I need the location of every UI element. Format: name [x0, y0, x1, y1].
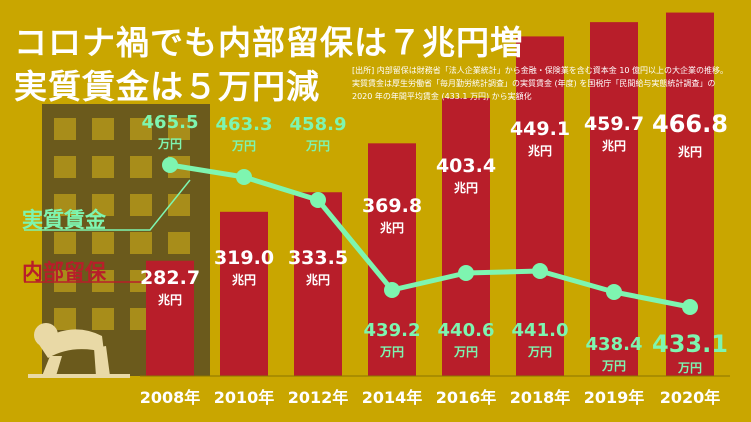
bar-unit-label: 兆円 — [158, 292, 182, 307]
building-window — [54, 194, 76, 216]
wage-point-2012年 — [310, 192, 326, 208]
data-labels: 282.7 兆円 319.0 兆円 333.5 兆円 369.8 兆円 403.4 兆円 449.1… — [140, 110, 728, 375]
building-window — [130, 232, 152, 254]
bar-unit-label: 兆円 — [528, 143, 552, 158]
title-line-1: コロナ禍でも内部留保は７兆円増 — [14, 23, 524, 62]
wage-value-label: 440.6 — [438, 320, 495, 341]
building-window — [92, 118, 114, 140]
wage-point-2020年 — [682, 299, 698, 315]
wage-unit-label: 万円 — [231, 139, 256, 153]
bar-value-label: 466.8 — [652, 110, 728, 138]
wage-value-label: 438.4 — [586, 334, 643, 355]
building-window — [168, 118, 190, 140]
building-window — [92, 156, 114, 178]
building-window — [130, 194, 152, 216]
building-window — [92, 194, 114, 216]
x-tick-label: 2018年 — [510, 388, 571, 407]
line-series-real-wage — [24, 157, 698, 315]
wage-value-label: 463.3 — [216, 114, 273, 135]
wage-point-2008年 — [162, 157, 178, 173]
building-window — [92, 232, 114, 254]
wage-point-2010年 — [236, 169, 252, 185]
x-axis: 2008年 2010年 2012年 2014年 2016年 2018年 2019年 2020年 — [140, 375, 730, 407]
x-tick-label: 2016年 — [436, 388, 497, 407]
building-window — [92, 270, 114, 292]
bar-2016年 — [442, 98, 490, 377]
building-window — [168, 194, 190, 216]
figure-limbs — [42, 346, 110, 376]
bar-2020年 — [666, 12, 714, 376]
bar-unit-label: 兆円 — [678, 144, 702, 159]
building-window — [54, 156, 76, 178]
wage-unit-label: 万円 — [157, 137, 182, 151]
wage-unit-label: 万円 — [379, 345, 404, 359]
source-note: [出所] 内部留保は財務省「法人企業統計」から金融・保険業を含む資本金 10 億… — [352, 66, 729, 101]
bar-unit-label: 兆円 — [232, 272, 256, 287]
title-line-2: 実質賃金は５万円減 — [14, 67, 320, 106]
x-tick-label: 2019年 — [584, 388, 645, 407]
bar-value-label: 459.7 — [584, 113, 644, 135]
bar-series-internal-reserves — [146, 12, 714, 377]
bar-value-label: 449.1 — [510, 118, 570, 140]
bar-value-label: 333.5 — [288, 247, 348, 269]
wage-unit-label: 万円 — [601, 359, 626, 373]
wage-value-label: 465.5 — [142, 112, 199, 133]
wage-unit-label: 万円 — [305, 139, 330, 153]
legend-leader-internal-reserves — [24, 271, 169, 283]
bar-unit-label: 兆円 — [380, 220, 404, 235]
building-window — [130, 156, 152, 178]
building-window — [54, 270, 76, 292]
x-tick-label: 2012年 — [288, 388, 349, 407]
wage-value-label: 433.1 — [652, 330, 728, 358]
x-tick-label: 2010年 — [214, 388, 275, 407]
building-window — [92, 308, 114, 330]
wage-value-label: 439.2 — [364, 320, 421, 341]
legend-leader-real-wage — [24, 179, 191, 231]
legend-real-wage: 実質賃金 — [22, 208, 106, 232]
bar-2014年 — [368, 143, 416, 376]
bar-unit-label: 兆円 — [306, 272, 330, 287]
x-tick-label: 2014年 — [362, 388, 423, 407]
bar-value-label: 369.8 — [362, 195, 422, 217]
bar-2010年 — [220, 211, 268, 376]
bar-2018年 — [516, 36, 564, 377]
bar-value-label: 403.4 — [436, 155, 496, 177]
x-tick-label: 2008年 — [140, 388, 201, 407]
wage-unit-label: 万円 — [453, 345, 478, 359]
building-window — [168, 232, 190, 254]
bar-2019年 — [590, 22, 638, 376]
building-window — [54, 308, 76, 330]
bar-unit-label: 兆円 — [602, 138, 626, 153]
bar-unit-label: 兆円 — [454, 180, 478, 195]
legend-internal-reserves: 内部留保 — [22, 260, 106, 284]
building-window — [54, 232, 76, 254]
building-window — [130, 118, 152, 140]
wage-point-2019年 — [606, 284, 622, 300]
bar-value-label: 319.0 — [214, 247, 274, 269]
wage-point-2016年 — [458, 265, 474, 281]
bar-value-label: 282.7 — [140, 267, 200, 289]
wage-value-label: 441.0 — [512, 320, 569, 341]
background-illustration — [28, 104, 210, 378]
wage-unit-label: 万円 — [677, 361, 702, 375]
building-window — [54, 118, 76, 140]
wage-point-2018年 — [532, 263, 548, 279]
wage-value-label: 458.9 — [290, 114, 347, 135]
x-tick-label: 2020年 — [660, 388, 721, 407]
real-wage-line — [169, 162, 691, 310]
wage-unit-label: 万円 — [527, 345, 552, 359]
wage-point-2014年 — [384, 282, 400, 298]
kneeling-person-illustration — [28, 323, 130, 378]
figure-body — [38, 329, 104, 358]
